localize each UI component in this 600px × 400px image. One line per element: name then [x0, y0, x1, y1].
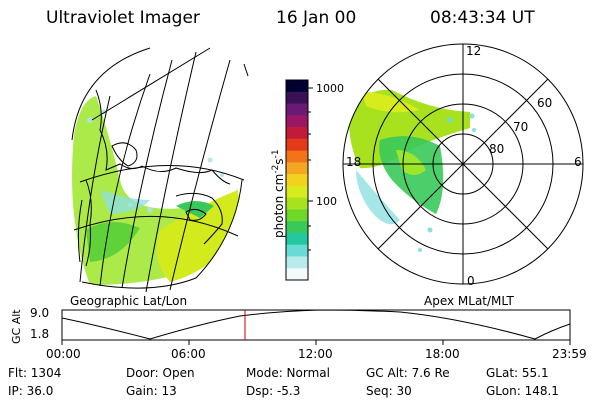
info-door: Door: Open	[126, 366, 195, 380]
colorbar-band	[286, 127, 308, 140]
colorbar-band	[286, 91, 308, 105]
colorbar-band	[286, 162, 308, 175]
timeline-ytick-9: 9.0	[30, 306, 50, 320]
polar-mlt-18: 18	[346, 155, 362, 169]
instrument-title: Ultraviolet Imager	[46, 8, 200, 28]
info-seq: Seq: 30	[366, 384, 412, 398]
polar-mlat-70: 70	[513, 120, 529, 134]
timeline-xtick-1200: 12:00	[298, 347, 333, 361]
colorbar-band	[286, 197, 308, 210]
geo-grid	[71, 47, 249, 293]
colorbar-band	[286, 209, 308, 222]
timeline-ytick-1.8: 1.8	[30, 327, 50, 341]
date-label: 16 Jan 00	[276, 8, 357, 28]
polar-mlt-12: 12	[466, 44, 482, 58]
colorbar-band	[286, 138, 308, 152]
timeline-xtick-2359: 23:59	[552, 347, 587, 361]
colorbar-band	[286, 103, 308, 116]
info-gc-alt: GC Alt: 7.6 Re	[366, 366, 450, 380]
colorbar-band	[286, 256, 308, 269]
colorbar-tick-100: 100	[316, 195, 337, 208]
colorbar-band	[286, 232, 308, 246]
info-glon: GLon: 148.1	[486, 384, 559, 398]
colorbar-band	[286, 185, 308, 199]
polar-mlat-60: 60	[537, 96, 553, 110]
polar-mlt-6: 6	[574, 155, 582, 169]
info-ip: IP: 36.0	[8, 384, 54, 398]
colorbar-gradient	[286, 80, 308, 281]
info-flt: Flt: 1304	[8, 366, 62, 380]
geo-panel-label: Geographic Lat/Lon	[70, 294, 188, 308]
colorbar-band	[286, 150, 308, 163]
info-gain: Gain: 13	[126, 384, 177, 398]
polar-mlat-80: 80	[489, 142, 505, 156]
polar-grid	[342, 43, 584, 285]
info-glat: GLat: 55.1	[486, 366, 549, 380]
colorbar-band	[286, 80, 308, 93]
polar-panel-label: Apex MLat/MLT	[424, 294, 514, 308]
polar-mlt-0: 0	[467, 274, 475, 288]
colorbar-band	[286, 221, 308, 234]
timeline-axis-label: GC Alt	[10, 309, 23, 344]
colorbar-tick-1000: 1000	[316, 82, 344, 95]
colorbar-band	[286, 115, 308, 128]
timeline-xtick-0000: 00:00	[46, 347, 81, 361]
timeline-xtick-0600: 06:00	[171, 347, 206, 361]
timeline-xtick-1800: 18:00	[425, 347, 460, 361]
timeline-altitude-curve	[61, 309, 571, 340]
colorbar-band	[286, 174, 308, 187]
info-dsp: Dsp: -5.3	[246, 384, 301, 398]
time-label: 08:43:34 UT	[430, 8, 535, 28]
colorbar-band	[286, 244, 308, 257]
colorbar-band	[286, 268, 308, 281]
info-mode: Mode: Normal	[246, 366, 330, 380]
polar-aurora-emission	[349, 89, 476, 252]
